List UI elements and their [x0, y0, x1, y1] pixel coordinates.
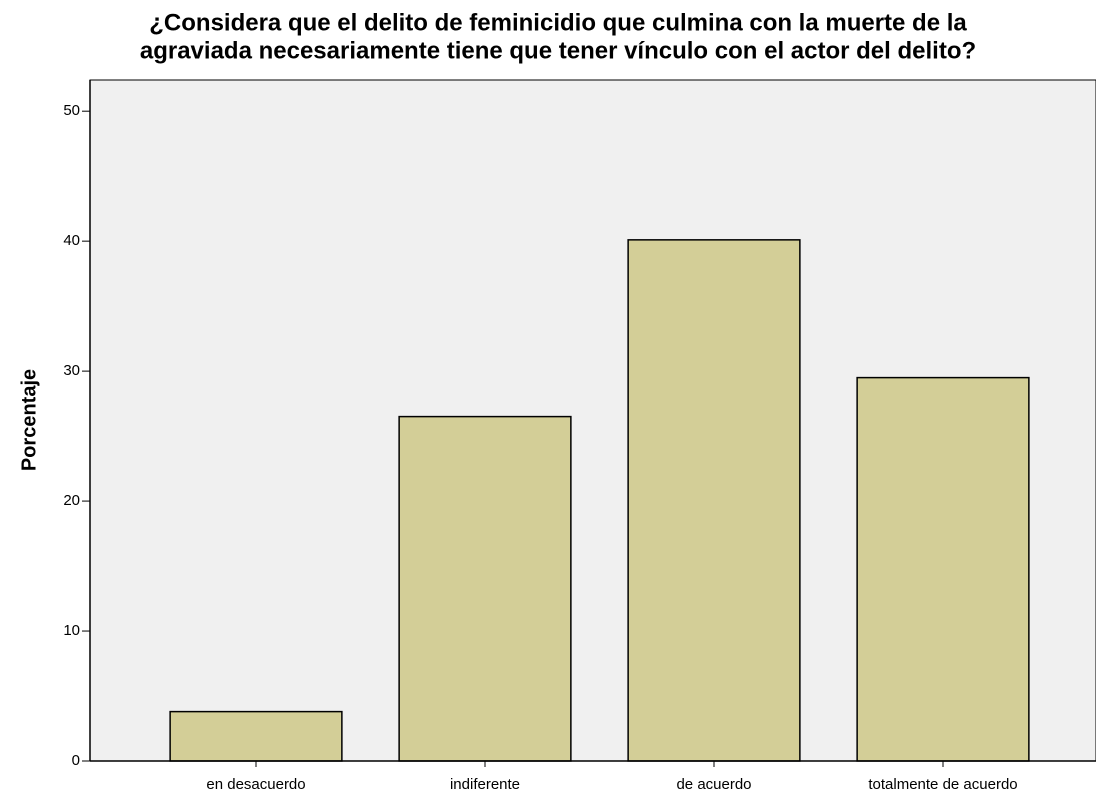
x-tick-label: totalmente de acuerdo: [868, 776, 1017, 793]
chart-title: agraviada necesariamente tiene que tener…: [140, 37, 976, 64]
x-tick-label: en desacuerdo: [206, 776, 305, 793]
chart-title: ¿Considera que el delito de feminicidio …: [149, 9, 967, 36]
bar: [627, 239, 801, 762]
bar: [856, 376, 1030, 762]
bar: [169, 710, 343, 762]
y-axis-label: Porcentaje: [18, 369, 40, 471]
x-tick-label: de acuerdo: [676, 776, 751, 793]
y-tick-label: 0: [72, 752, 80, 769]
bar: [398, 415, 572, 762]
y-tick-label: 50: [63, 102, 80, 119]
y-tick-label: 30: [63, 362, 80, 379]
y-tick-label: 20: [63, 492, 80, 509]
y-tick-label: 10: [63, 622, 80, 639]
x-tick-label: indiferente: [450, 776, 520, 793]
y-tick-label: 40: [63, 232, 80, 249]
